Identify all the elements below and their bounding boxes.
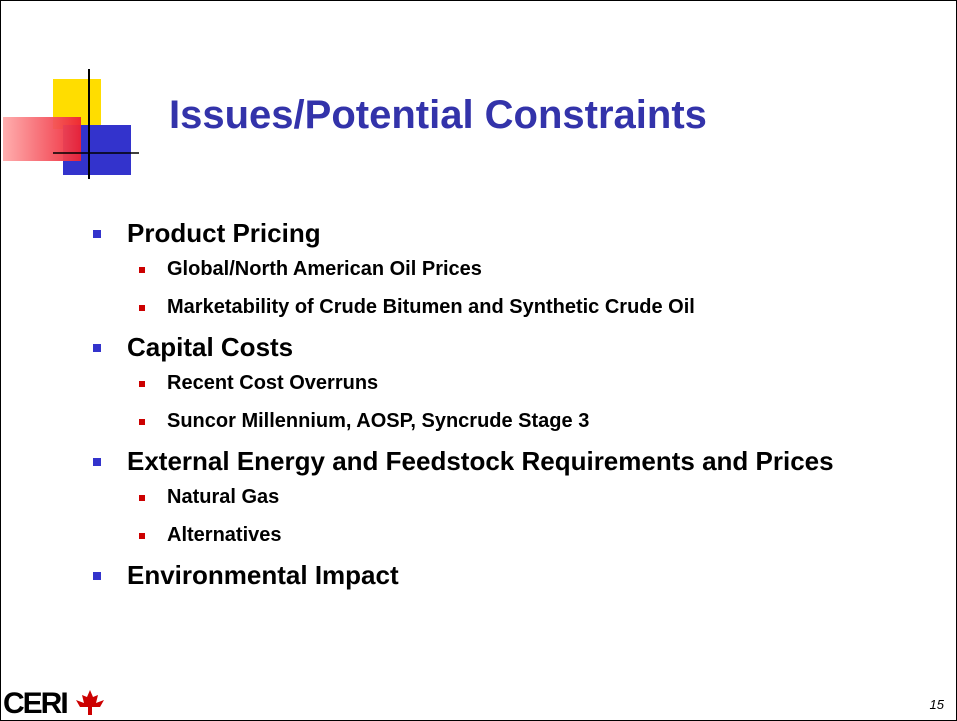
sub-bullet: Alternatives bbox=[139, 523, 893, 547]
maple-leaf bbox=[76, 690, 105, 715]
logo-text: CERI bbox=[3, 687, 69, 720]
sub-list: Recent Cost Overruns Suncor Millennium, A… bbox=[93, 371, 893, 433]
bullet: Capital Costs bbox=[93, 333, 893, 361]
bullet: External Energy and Feedstock Requiremen… bbox=[93, 447, 893, 475]
sub-bullet: Global/North American Oil Prices bbox=[139, 257, 893, 281]
sub-bullet: Recent Cost Overruns bbox=[139, 371, 893, 395]
bullet-list: Product Pricing Global/North American Oil… bbox=[93, 219, 893, 595]
sub-bullet: Natural Gas bbox=[139, 485, 893, 509]
title-decoration bbox=[3, 69, 139, 179]
page-number: 15 bbox=[929, 697, 944, 712]
slide-title: Issues/Potential Constraints bbox=[169, 93, 707, 137]
logo: CERI bbox=[3, 687, 107, 720]
bullet: Product Pricing bbox=[93, 219, 893, 247]
sub-bullet: Marketability of Crude Bitumen and Synth… bbox=[139, 295, 893, 319]
sub-list: Global/North American Oil Prices Marketab… bbox=[93, 257, 893, 319]
bullet: Environmental Impact bbox=[93, 561, 893, 589]
sub-bullet: Suncor Millennium, AOSP, Syncrude Stage … bbox=[139, 409, 893, 433]
sub-list: Natural Gas Alternatives bbox=[93, 485, 893, 547]
